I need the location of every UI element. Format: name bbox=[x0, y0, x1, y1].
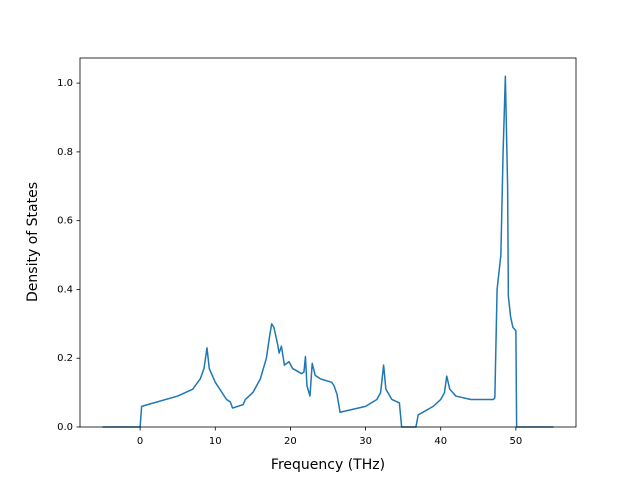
y-tick-label: 0.4 bbox=[57, 284, 73, 295]
x-axis-label: Frequency (THz) bbox=[271, 457, 385, 473]
y-axis-label: Density of States bbox=[25, 182, 41, 302]
x-tick-label: 50 bbox=[510, 436, 523, 447]
x-tick-label: 10 bbox=[209, 436, 222, 447]
y-tick-label: 1.0 bbox=[57, 78, 73, 89]
x-tick-label: 40 bbox=[434, 436, 447, 447]
x-tick-label: 0 bbox=[137, 436, 143, 447]
y-tick-label: 0.2 bbox=[57, 353, 73, 364]
y-tick-label: 0.0 bbox=[57, 422, 73, 433]
x-tick-label: 30 bbox=[359, 436, 372, 447]
x-tick-label: 20 bbox=[284, 436, 297, 447]
y-tick-label: 0.8 bbox=[57, 147, 73, 158]
data-line bbox=[102, 75, 554, 428]
plot-frame bbox=[79, 57, 577, 428]
y-tick-label: 0.6 bbox=[57, 216, 73, 227]
